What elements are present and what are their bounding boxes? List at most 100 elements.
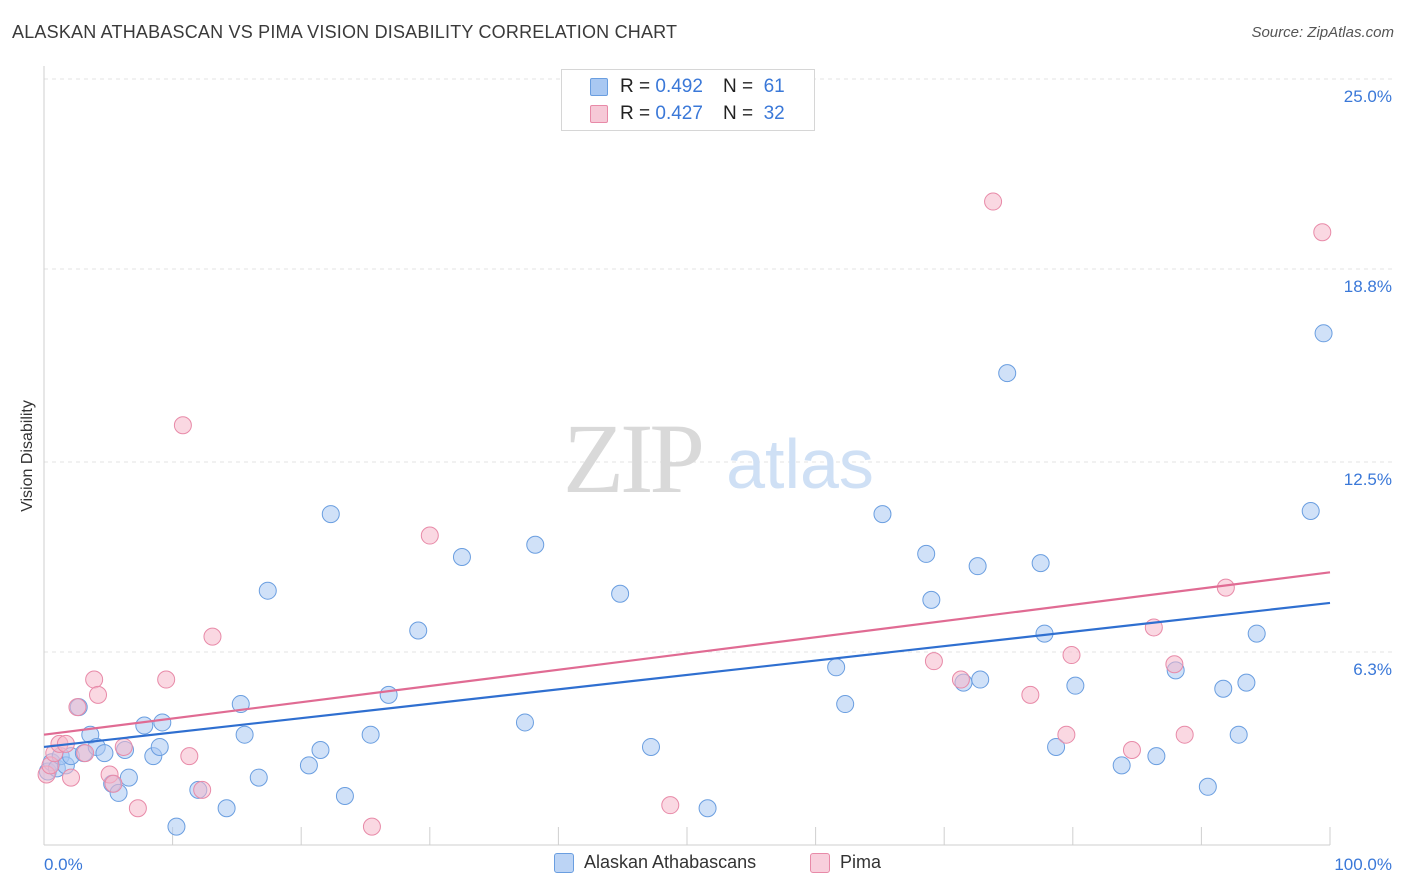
pima-point bbox=[157, 670, 176, 689]
n-label: N = bbox=[722, 103, 754, 124]
athabascan-point bbox=[452, 547, 471, 566]
athabascan-point bbox=[968, 557, 987, 576]
athabascan-point bbox=[641, 737, 660, 756]
athabascan-point bbox=[1214, 679, 1233, 698]
pima-trendline bbox=[43, 571, 1331, 736]
r-value: 0.492 bbox=[655, 76, 703, 97]
pima-point bbox=[128, 799, 147, 818]
stats-legend: R = 0.492 N = 61 R = 0.427 N = 32 bbox=[561, 69, 815, 131]
pima-point bbox=[203, 627, 222, 646]
athabascan-point bbox=[135, 716, 154, 735]
pima-point bbox=[661, 796, 680, 815]
athabascan-point bbox=[917, 544, 936, 563]
pima-point bbox=[104, 774, 123, 793]
pima-point bbox=[1122, 741, 1141, 760]
pima-point bbox=[924, 652, 943, 671]
pima-point bbox=[1021, 685, 1040, 704]
pima-point bbox=[1165, 655, 1184, 674]
pima-point bbox=[193, 780, 212, 799]
y-tick-label: 12.5% bbox=[1344, 470, 1392, 489]
y-tick-label: 18.8% bbox=[1344, 277, 1392, 296]
n-label: N = bbox=[722, 76, 754, 97]
athabascan-point bbox=[922, 590, 941, 609]
athabascan-point bbox=[611, 584, 630, 603]
r-label: R = bbox=[620, 76, 651, 97]
legend-item-alaskan-athabascans: Alaskan Athabascans bbox=[554, 852, 756, 873]
athabascan-point bbox=[249, 768, 268, 787]
r-value: 0.427 bbox=[655, 103, 703, 124]
athabascan-point bbox=[998, 364, 1017, 383]
athabascan-point bbox=[1066, 676, 1085, 695]
athabascan-point bbox=[321, 505, 340, 524]
athabascan-point bbox=[873, 505, 892, 524]
watermark-atlas: atlas bbox=[726, 425, 874, 503]
stats-legend-row-pink: R = 0.427 N = 32 bbox=[562, 101, 785, 127]
pima-point bbox=[420, 526, 439, 545]
x-tick-label: 100.0% bbox=[1334, 855, 1392, 874]
athabascan-point bbox=[836, 695, 855, 714]
athabascan-point bbox=[1237, 673, 1256, 692]
pima-point bbox=[1175, 725, 1194, 744]
pima-point bbox=[173, 416, 192, 435]
pima-point bbox=[1062, 646, 1081, 665]
athabascan-point bbox=[1047, 737, 1066, 756]
athabascan-point bbox=[1198, 777, 1217, 796]
athabascan-point bbox=[379, 685, 398, 704]
athabascan-point bbox=[1031, 554, 1050, 573]
y-tick-label: 25.0% bbox=[1344, 87, 1392, 106]
watermark-zip: ZIP bbox=[563, 403, 701, 514]
athabascan-point bbox=[335, 786, 354, 805]
pima-point bbox=[984, 192, 1003, 211]
pink-swatch bbox=[590, 105, 608, 123]
athabascan-point bbox=[515, 713, 534, 732]
athabascan-point bbox=[1314, 324, 1333, 343]
blue-swatch bbox=[590, 78, 608, 96]
chart-title: ALASKAN ATHABASCAN VS PIMA VISION DISABI… bbox=[12, 22, 678, 42]
athabascan-point bbox=[698, 799, 717, 818]
pima-point bbox=[180, 747, 199, 766]
athabascan-point bbox=[167, 817, 186, 836]
source-label: Source: ZipAtlas.com bbox=[1251, 24, 1394, 41]
y-tick-label: 6.3% bbox=[1353, 660, 1392, 679]
athabascan-point bbox=[1301, 502, 1320, 521]
pima-point bbox=[76, 744, 95, 763]
blue-swatch bbox=[554, 852, 574, 873]
athabascan-point bbox=[971, 670, 990, 689]
athabascan-point bbox=[119, 768, 138, 787]
x-tick-label: 0.0% bbox=[44, 855, 83, 874]
pima-point bbox=[1313, 223, 1332, 242]
n-value: 32 bbox=[763, 103, 785, 124]
r-label: R = bbox=[620, 103, 651, 124]
pima-point bbox=[1216, 578, 1235, 597]
athabascan-point bbox=[409, 621, 428, 640]
athabascan-point bbox=[299, 756, 318, 775]
athabascan-point bbox=[526, 535, 545, 554]
athabascan-point bbox=[1147, 747, 1166, 766]
legend-item-pima: Pima bbox=[810, 852, 881, 873]
pima-point bbox=[85, 670, 104, 689]
pima-point bbox=[114, 737, 133, 756]
stats-legend-row-blue: R = 0.492 N = 61 bbox=[562, 74, 785, 100]
pima-point bbox=[1057, 725, 1076, 744]
legend-label: Alaskan Athabascans bbox=[584, 852, 757, 872]
athabascan-point bbox=[258, 581, 277, 600]
athabascan-point bbox=[217, 799, 236, 818]
athabascan-point bbox=[361, 725, 380, 744]
series-legend: Alaskan Athabascans Pima bbox=[0, 850, 1406, 878]
athabascan-point bbox=[95, 744, 114, 763]
pink-swatch bbox=[810, 852, 830, 873]
athabascan-point bbox=[153, 713, 172, 732]
athabascan-point bbox=[827, 658, 846, 677]
athabascan-trendline bbox=[43, 601, 1331, 749]
athabascan-point bbox=[1229, 725, 1248, 744]
n-value: 61 bbox=[763, 76, 785, 97]
pima-point bbox=[951, 670, 970, 689]
legend-label: Pima bbox=[840, 852, 882, 872]
pima-point bbox=[362, 817, 381, 836]
pima-point bbox=[68, 698, 87, 717]
athabascan-point bbox=[311, 741, 330, 760]
athabascan-point bbox=[1247, 624, 1266, 643]
athabascan-point bbox=[1112, 756, 1131, 775]
athabascan-point bbox=[235, 725, 254, 744]
